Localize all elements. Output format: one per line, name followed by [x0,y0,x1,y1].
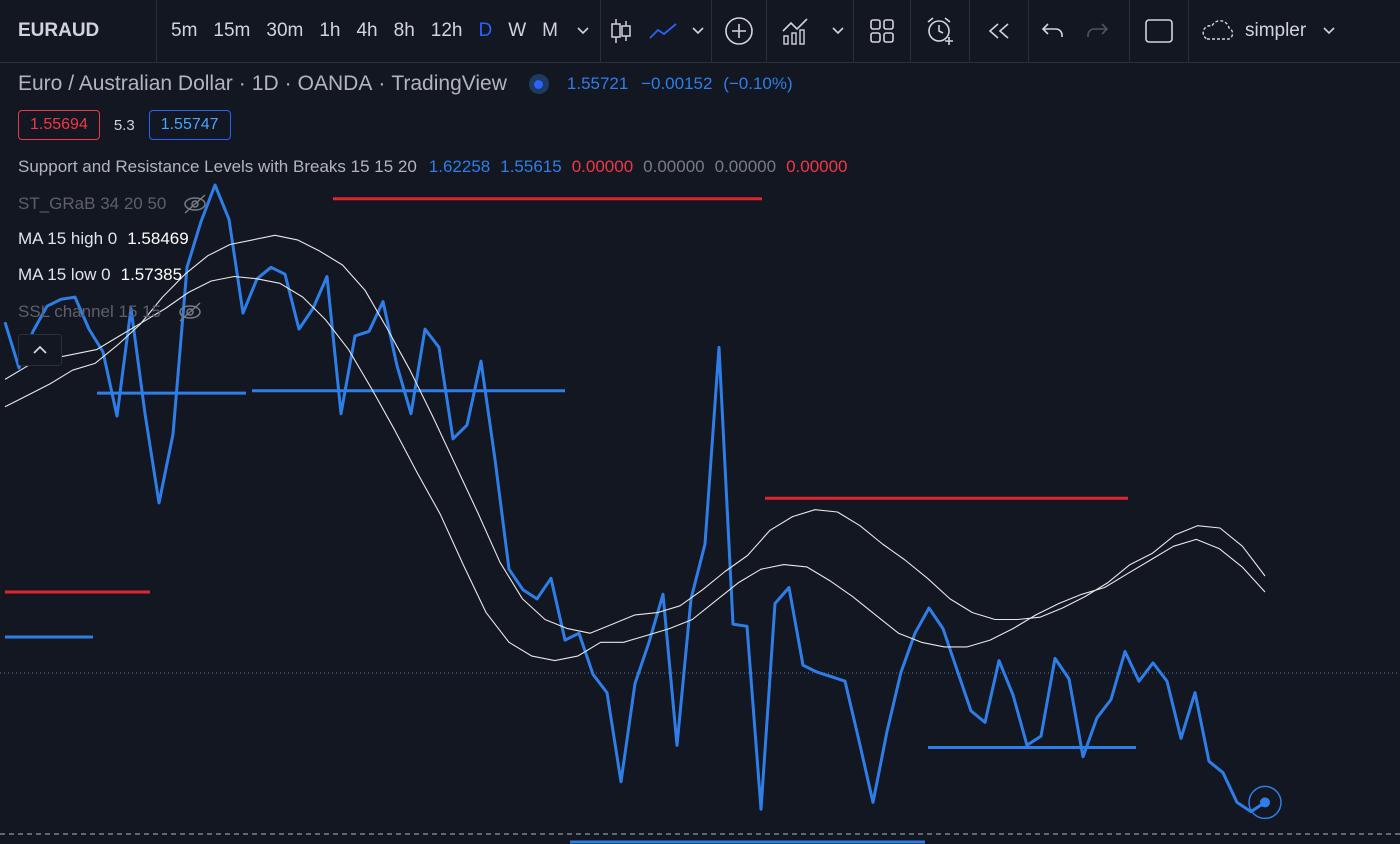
symbol-legend: Euro / Australian Dollar · 1D · OANDA · … [18,72,793,96]
symbol-description[interactable]: Euro / Australian Dollar [18,72,233,95]
price-series-line [3,183,1266,814]
price-change-percent: (−0.10%) [723,74,793,93]
ma-high-line [4,234,1266,634]
indicator-legend-sr[interactable]: Support and Resistance Levels with Break… [18,157,848,177]
indicator-legend-stgrab[interactable]: ST_GRaB 34 20 50 [18,193,208,215]
line-style-button[interactable] [641,0,685,62]
indicator-value: 0.00000 [571,157,634,176]
toolbar-divider [968,0,970,62]
timeframe-m-button[interactable]: M [542,20,558,41]
timeframe-group: 5m 15m 30m 1h 4h 8h 12h D W M [157,0,566,62]
toolbar-divider [156,0,157,62]
last-price-halo [1248,785,1282,820]
timeframe-1h-button[interactable]: 1h [319,20,341,41]
chart-type-dropdown-button[interactable] [685,0,711,62]
chevron-down-icon [577,27,589,35]
indicator-value: 1.62258 [428,157,491,176]
price-chart[interactable] [0,63,1400,844]
indicator-name[interactable]: MA 15 low 0 [18,265,111,284]
timeframe-dropdown-button[interactable] [566,0,600,62]
legend-separator: · [284,72,292,95]
timeframe-4h-button[interactable]: 4h [356,20,378,41]
last-price: 1.55721 [566,74,629,93]
toolbar-divider [852,0,854,62]
buy-price-button[interactable]: 1.55747 [148,110,231,140]
candlestick-icon [611,19,631,43]
market-status-icon[interactable] [528,74,549,94]
interval-label: 1D [251,72,279,95]
chart-type-button[interactable] [601,0,641,62]
chevron-up-icon [33,345,47,354]
replay-button[interactable] [970,0,1028,62]
indicator-legend-ma-low[interactable]: MA 15 low 0 1.57385 [18,265,182,285]
create-alert-button[interactable] [911,0,969,62]
indicator-legend-ssl[interactable]: SSL channel 15 15 [18,301,203,323]
plus-circle-icon [725,17,753,45]
indicator-legend-ma-high[interactable]: MA 15 high 0 1.58469 [18,229,189,249]
timeframe-5m-button[interactable]: 5m [171,20,198,41]
indicator-name[interactable]: ST_GRaB 34 20 50 [18,194,167,213]
line-chart-icon [649,23,677,39]
indicator-value: 0.00000 [786,157,848,176]
timeframe-8h-button[interactable]: 8h [393,20,415,41]
indicator-value: 0.00000 [714,157,777,176]
toolbar-divider [710,0,712,62]
layout-menu-button[interactable]: simpler [1189,0,1346,62]
indicator-name[interactable]: Support and Resistance Levels with Break… [18,157,417,176]
last-price-marker [1260,797,1270,808]
indicator-value: 1.58469 [127,229,189,248]
legend-separator: · [238,72,246,95]
timeframe-15m-button[interactable]: 15m [213,20,251,41]
eye-off-icon[interactable] [182,193,208,215]
timeframe-w-button[interactable]: W [508,20,527,41]
compare-add-button[interactable] [712,0,766,62]
indicator-value: 0.00000 [643,157,705,176]
timeframe-12h-button[interactable]: 12h [430,20,463,41]
sell-price-button[interactable]: 1.55694 [18,110,100,140]
indicator-name[interactable]: SSL channel 15 15 [18,302,162,321]
square-icon [1145,19,1173,43]
source-label: TradingView [391,72,507,95]
price-change: −0.00152 [641,74,713,93]
templates-button[interactable] [854,0,910,62]
exchange-label: OANDA [297,72,373,95]
spread-value: 5.3 [113,116,135,134]
redo-button[interactable] [1077,0,1117,62]
indicator-name[interactable]: MA 15 high 0 [18,229,118,248]
undo-button[interactable] [1029,0,1077,62]
toolbar-divider [1187,0,1189,62]
eye-off-icon[interactable] [177,301,203,323]
legend-separator: · [378,72,386,95]
chevron-down-icon [1323,27,1335,35]
indicators-icon [782,18,808,45]
indicators-button[interactable] [767,0,823,62]
redo-icon [1087,23,1109,37]
rewind-icon [988,23,1009,39]
toolbar-divider [765,0,767,62]
toolbar-divider [1128,0,1130,62]
toolbar-divider [599,0,601,62]
legend-collapse-button[interactable] [18,334,62,366]
chart-pane[interactable] [0,63,1400,844]
grid-icon [870,19,894,43]
chevron-down-icon [692,27,704,35]
chevron-down-icon [832,27,844,35]
timeframe-d-button[interactable]: D [478,20,493,41]
alarm-clock-plus-icon [927,17,953,45]
layout-name-label: simpler [1244,20,1307,41]
cloud-icon [1202,20,1234,40]
bid-ask-row: 1.55694 5.3 1.55747 [18,110,231,140]
fullscreen-button[interactable] [1130,0,1188,62]
indicator-value: 1.57385 [120,265,183,284]
toolbar-divider [909,0,911,62]
top-toolbar: EURAUD 5m 15m 30m 1h 4h 8h 12h D W M [0,0,1400,63]
toolbar-divider [1027,0,1029,62]
price-summary: 1.55721 −0.00152 (−0.10%) [567,74,793,94]
undo-icon [1041,23,1063,37]
ma-low-line [4,275,1266,662]
indicators-dropdown-button[interactable] [823,0,853,62]
symbol-search-button[interactable]: EURAUD [18,20,100,41]
timeframe-30m-button[interactable]: 30m [266,20,304,41]
indicator-value: 1.55615 [500,157,562,176]
